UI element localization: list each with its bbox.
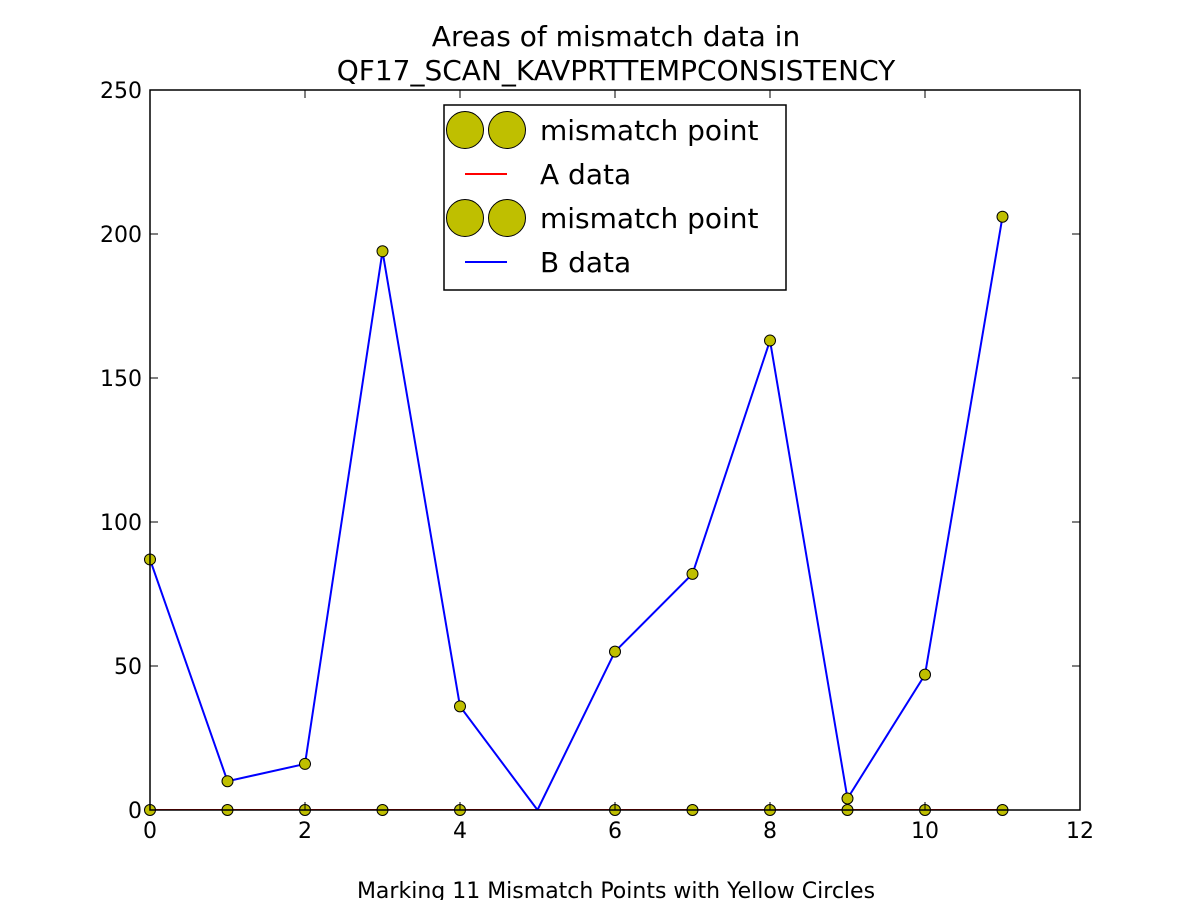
- y-tick-label: 100: [100, 511, 142, 536]
- mismatch-point-marker: [376, 245, 389, 258]
- x-tick-label: 2: [298, 819, 312, 844]
- legend-entry-label: mismatch point: [540, 114, 759, 147]
- y-tick-label: 150: [100, 367, 142, 392]
- mismatch-point-marker: [919, 668, 931, 681]
- series-line-b-data: [150, 216, 1004, 810]
- mismatch-point-marker: [764, 334, 776, 347]
- y-tick-label: 250: [100, 79, 142, 104]
- mismatch-point-marker: [454, 700, 466, 713]
- legend-marker-icon: [446, 199, 484, 237]
- mismatch-point-marker: [299, 757, 311, 770]
- legend-marker-icon: [488, 111, 526, 149]
- y-tick-label: 0: [128, 799, 142, 824]
- mismatch-point-marker: [686, 567, 699, 580]
- x-tick-label: 4: [453, 819, 467, 844]
- legend-entry-label: B data: [540, 246, 631, 279]
- x-tick-label: 6: [608, 819, 622, 844]
- mismatch-point-marker: [221, 775, 234, 788]
- y-tick-label: 50: [114, 655, 142, 680]
- chart-title-line: QF17_SCAN_KAVPRTTEMPCONSISTENCY: [337, 54, 896, 87]
- x-tick-label: 8: [763, 819, 777, 844]
- legend-marker-icon: [446, 111, 484, 149]
- x-tick-label: 0: [143, 819, 157, 844]
- mismatch-point-marker: [841, 792, 854, 805]
- x-axis-label: Marking 11 Mismatch Points with Yellow C…: [357, 879, 875, 900]
- legend-entry-label: A data: [540, 158, 631, 191]
- legend-marker-icon: [488, 199, 526, 237]
- y-tick-label: 200: [100, 223, 142, 248]
- mismatch-point-marker: [609, 645, 621, 658]
- plot-area: [150, 216, 1004, 810]
- chart-title-line: Areas of mismatch data in: [432, 20, 800, 53]
- mismatch-point-marker: [996, 210, 1009, 223]
- legend-entry-label: mismatch point: [540, 202, 759, 235]
- x-tick-label: 10: [911, 819, 939, 844]
- x-tick-label: 12: [1066, 819, 1094, 844]
